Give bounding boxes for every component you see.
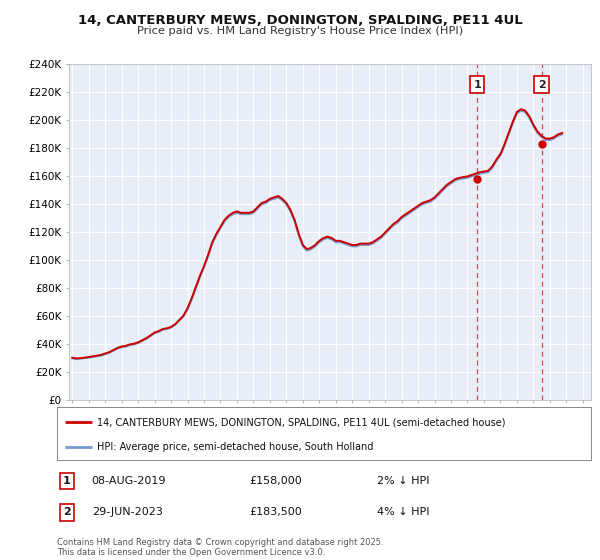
Text: 2: 2 <box>63 507 70 517</box>
Text: Price paid vs. HM Land Registry's House Price Index (HPI): Price paid vs. HM Land Registry's House … <box>137 26 463 36</box>
Text: 1: 1 <box>473 80 481 90</box>
Text: 29-JUN-2023: 29-JUN-2023 <box>92 507 163 517</box>
Text: Contains HM Land Registry data © Crown copyright and database right 2025.
This d: Contains HM Land Registry data © Crown c… <box>57 538 383 557</box>
Text: 4% ↓ HPI: 4% ↓ HPI <box>377 507 430 517</box>
Text: £158,000: £158,000 <box>249 476 302 486</box>
Text: 1: 1 <box>63 476 70 486</box>
Text: 08-AUG-2019: 08-AUG-2019 <box>92 476 166 486</box>
Text: £183,500: £183,500 <box>249 507 302 517</box>
Text: HPI: Average price, semi-detached house, South Holland: HPI: Average price, semi-detached house,… <box>97 442 373 452</box>
Text: 2% ↓ HPI: 2% ↓ HPI <box>377 476 430 486</box>
Text: 14, CANTERBURY MEWS, DONINGTON, SPALDING, PE11 4UL (semi-detached house): 14, CANTERBURY MEWS, DONINGTON, SPALDING… <box>97 417 506 427</box>
Text: 14, CANTERBURY MEWS, DONINGTON, SPALDING, PE11 4UL: 14, CANTERBURY MEWS, DONINGTON, SPALDING… <box>77 14 523 27</box>
Text: 2: 2 <box>538 80 545 90</box>
